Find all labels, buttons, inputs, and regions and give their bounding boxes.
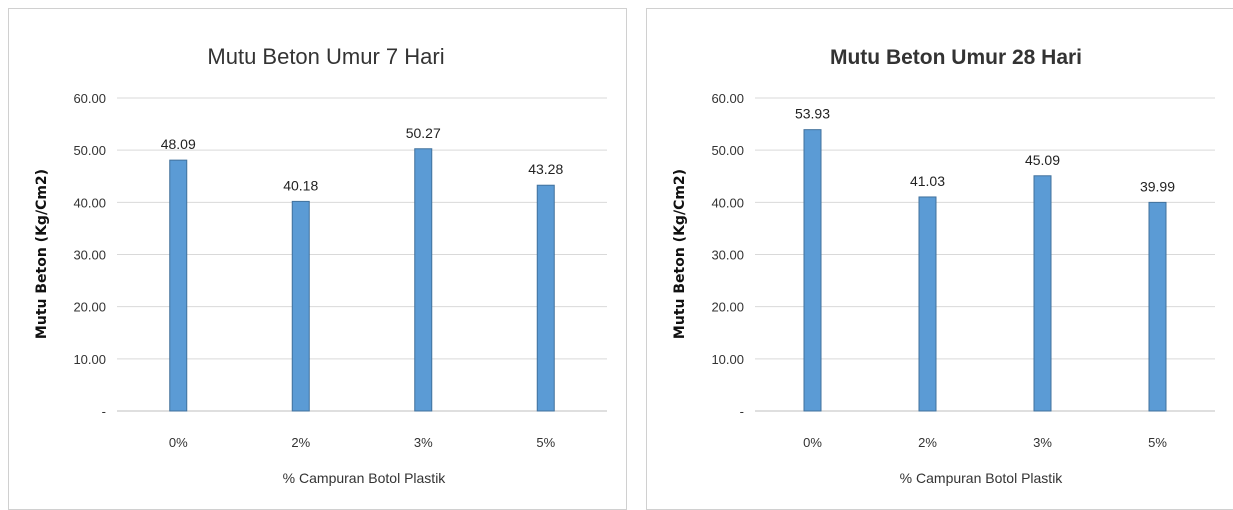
y-tick-label: - bbox=[740, 404, 744, 419]
bar bbox=[291, 200, 310, 412]
y-tick-label: 30.00 bbox=[711, 248, 744, 263]
y-tick-label: - bbox=[102, 404, 106, 419]
x-tick-label: 0% bbox=[169, 435, 188, 450]
data-label: 45.09 bbox=[1025, 152, 1060, 168]
x-axis-title: % Campuran Botol Plastik bbox=[283, 470, 447, 486]
y-tick-label: 50.00 bbox=[711, 143, 744, 158]
data-label: 50.27 bbox=[406, 125, 441, 141]
data-label: 40.18 bbox=[283, 177, 318, 193]
x-axis-title: % Campuran Botol Plastik bbox=[900, 470, 1064, 486]
x-tick-label: 2% bbox=[918, 435, 937, 450]
y-tick-label: 20.00 bbox=[711, 300, 744, 315]
y-tick-label: 50.00 bbox=[73, 143, 106, 158]
bar bbox=[803, 129, 822, 412]
y-axis-title: Mutu Beton (Kg/Cm2) bbox=[34, 169, 50, 339]
bar bbox=[918, 196, 937, 412]
x-tick-label: 3% bbox=[1033, 435, 1052, 450]
chart-title: Mutu Beton Umur 28 Hari bbox=[830, 46, 1082, 69]
y-tick-label: 60.00 bbox=[73, 91, 106, 106]
x-tick-label: 3% bbox=[414, 435, 433, 450]
chart-title: Mutu Beton Umur 7 Hari bbox=[207, 44, 444, 69]
data-label: 39.99 bbox=[1140, 178, 1175, 194]
y-tick-label: 10.00 bbox=[711, 352, 744, 367]
x-tick-label: 5% bbox=[536, 435, 555, 450]
y-tick-label: 20.00 bbox=[73, 300, 106, 315]
bar bbox=[536, 184, 555, 412]
bar bbox=[1033, 175, 1052, 412]
y-axis-title: Mutu Beton (Kg/Cm2) bbox=[672, 169, 688, 339]
x-tick-label: 5% bbox=[1148, 435, 1167, 450]
bar bbox=[1148, 201, 1167, 412]
chart-panel-28-days: Mutu Beton Umur 28 Hari - 10.00 20.00 30.00 4… bbox=[646, 8, 1233, 510]
x-tick-label: 0% bbox=[803, 435, 822, 450]
y-tick-label: 60.00 bbox=[711, 91, 744, 106]
x-tick-label: 2% bbox=[291, 435, 310, 450]
chart-7-days: Mutu Beton Umur 7 Hari - 10.00 20.00 30.00 40… bbox=[34, 44, 607, 486]
chart-28-days: Mutu Beton Umur 28 Hari - 10.00 20.00 30.00 4… bbox=[672, 46, 1215, 486]
chart-panel-7-days: Mutu Beton Umur 7 Hari - 10.00 20.00 30.00 40… bbox=[8, 8, 627, 510]
y-tick-label: 30.00 bbox=[73, 248, 106, 263]
y-tick-label: 10.00 bbox=[73, 352, 106, 367]
data-label: 53.93 bbox=[795, 106, 830, 122]
data-label: 48.09 bbox=[161, 136, 196, 152]
y-tick-label: 40.00 bbox=[711, 195, 744, 210]
data-label: 43.28 bbox=[528, 161, 563, 177]
bar bbox=[169, 159, 188, 412]
bar bbox=[414, 148, 433, 412]
data-label: 41.03 bbox=[910, 173, 945, 189]
y-tick-label: 40.00 bbox=[73, 195, 106, 210]
